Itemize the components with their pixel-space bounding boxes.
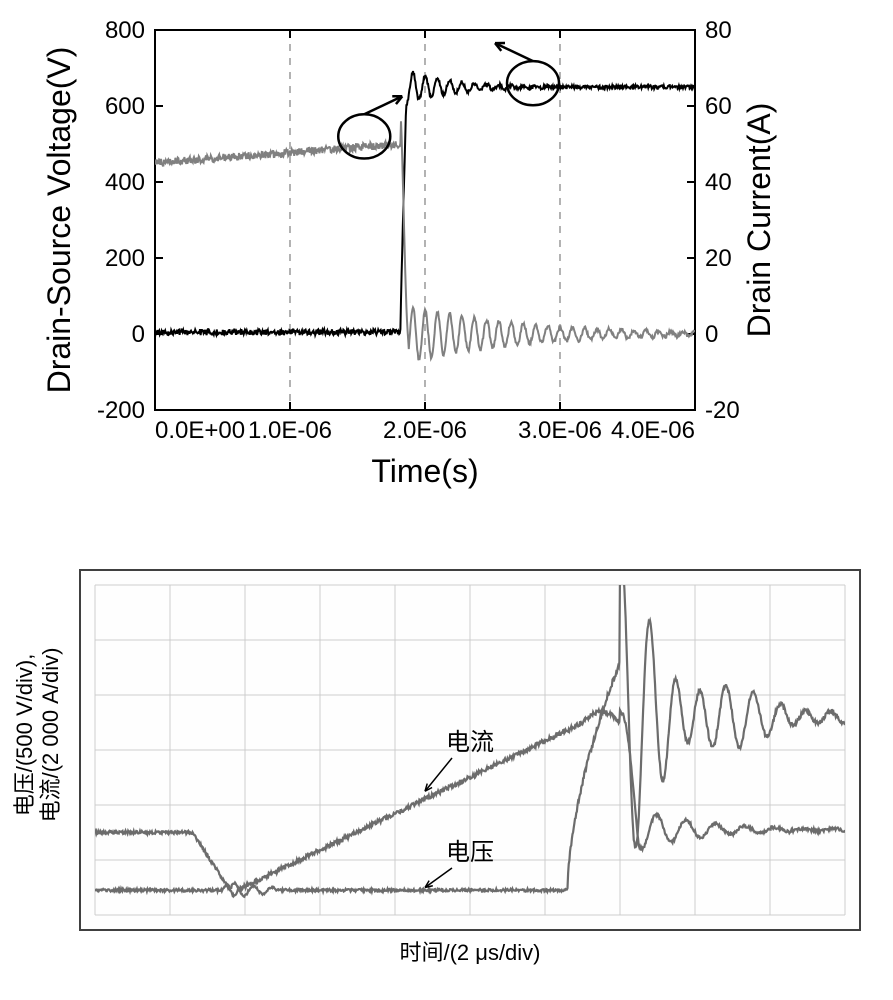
y-title-line1: 电压/(500 V/div),: [12, 654, 37, 817]
x-tick-label: 1.0E-06: [248, 417, 332, 444]
chart1-svg: 0.0E+001.0E-062.0E-063.0E-064.0E-06-2000…: [0, 0, 893, 540]
y-title-line2: 电流/(2 000 A/div): [38, 648, 63, 823]
top-chart: 0.0E+001.0E-062.0E-063.0E-064.0E-06-2000…: [0, 0, 893, 540]
y-left-tick-label: 600: [105, 93, 145, 120]
y-right-tick-label: -20: [705, 397, 740, 424]
y-left-tick-label: -200: [97, 397, 145, 424]
trace-label: 电压: [446, 839, 494, 866]
x-tick-label: 4.0E-06: [611, 417, 695, 444]
y-right-title: Drain Current(A): [741, 103, 777, 338]
y-right-tick-label: 20: [705, 245, 732, 272]
x-title: Time(s): [371, 453, 478, 489]
x-tick-label: 2.0E-06: [383, 417, 467, 444]
y-right-tick-label: 60: [705, 93, 732, 120]
chart2-svg: 电流电压 电压/(500 V/div),电流/(2 000 A/div) 时间/(2…: [0, 540, 893, 1000]
trace-label: 电流: [446, 729, 494, 756]
y-left-tick-label: 400: [105, 169, 145, 196]
y-right-tick-label: 0: [705, 321, 718, 348]
y-left-tick-label: 800: [105, 17, 145, 44]
y-left-title: Drain-Source Voltage(V): [41, 47, 77, 394]
y-left-tick-label: 0: [132, 321, 145, 348]
x-tick-label: 0.0E+00: [155, 417, 245, 444]
y-right-tick-label: 80: [705, 17, 732, 44]
y-left-tick-label: 200: [105, 245, 145, 272]
x-title-2: 时间/(2 μs/div): [399, 940, 540, 965]
x-tick-label: 3.0E-06: [518, 417, 602, 444]
y-right-tick-label: 40: [705, 169, 732, 196]
